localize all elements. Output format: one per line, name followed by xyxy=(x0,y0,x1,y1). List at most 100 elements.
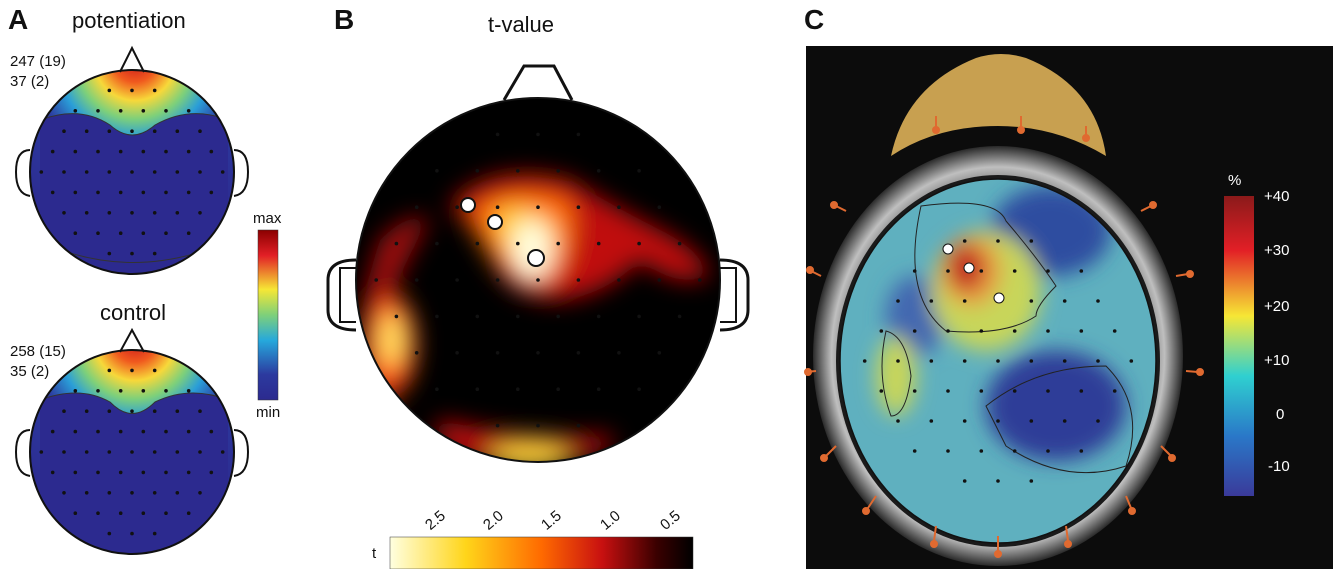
electrode-dot xyxy=(576,132,581,137)
electrode-dot xyxy=(130,129,134,133)
electrode-dot xyxy=(107,170,112,174)
electrode-dot xyxy=(175,211,180,215)
potentiation-stat-2: 37 (2) xyxy=(10,73,50,90)
electrode-dot xyxy=(879,389,884,393)
electrode-dot xyxy=(657,351,662,355)
hot-tick-label: 1.0 xyxy=(596,507,624,534)
electrode-dot xyxy=(536,351,540,355)
electrode-dot xyxy=(475,169,480,173)
electrode-dot xyxy=(62,129,66,133)
electrode-dot xyxy=(107,368,112,373)
electrode-dot xyxy=(198,129,202,133)
electrode-dot xyxy=(495,278,500,282)
electrode-dot xyxy=(107,251,112,256)
electrode-dot xyxy=(152,251,157,256)
electrode-dot xyxy=(862,359,867,363)
electrode-dot xyxy=(50,429,55,434)
electrode-dot xyxy=(198,211,202,215)
electrode-dot xyxy=(1096,419,1100,423)
percent-tick-label: +20 xyxy=(1264,298,1290,315)
electrode-dot xyxy=(996,419,1000,423)
colorbar-max-label: max xyxy=(253,210,282,227)
electrode-dot xyxy=(596,387,601,392)
electrode-dot xyxy=(130,491,134,495)
electrode-dot xyxy=(414,351,419,355)
electrode-dot xyxy=(1029,419,1034,423)
electrode-dot xyxy=(164,190,168,195)
electrode-dot xyxy=(73,470,78,475)
electrode-dot xyxy=(152,88,157,93)
electrode-dot xyxy=(1062,419,1067,423)
electrode-dot xyxy=(929,359,934,363)
electrode-dot xyxy=(596,241,601,246)
electrode-highlight xyxy=(527,249,545,267)
electrode-dot xyxy=(220,450,225,454)
electrode-dot xyxy=(209,470,214,475)
electrode-dot xyxy=(946,269,950,273)
electrode-dot xyxy=(152,491,157,495)
electrode-highlight xyxy=(993,292,1005,304)
electrode-dot xyxy=(1079,269,1084,273)
electrode-dot xyxy=(186,389,191,393)
electrode-dot xyxy=(50,149,55,154)
electrode-dot xyxy=(152,450,157,454)
electrode-dot xyxy=(996,359,1000,363)
potentiation-title: potentiation xyxy=(72,8,186,33)
electrode-dot xyxy=(130,88,134,93)
electrode-dot xyxy=(96,149,100,154)
panel-a-letter: A xyxy=(8,4,29,35)
topomap-control xyxy=(14,327,250,555)
electrode-dot xyxy=(962,419,967,423)
electrode-dot xyxy=(220,170,225,174)
electrode-dot xyxy=(118,470,123,475)
electrode-dot xyxy=(130,211,134,215)
electrode-dot xyxy=(435,314,439,319)
electrode-dot xyxy=(186,429,191,434)
electrode-dot xyxy=(84,450,89,454)
electrode-dot xyxy=(576,351,581,355)
electrode-dot xyxy=(164,470,168,475)
electrode-dot xyxy=(73,149,78,154)
electrode-dot xyxy=(495,423,500,428)
electrode-dot xyxy=(516,314,520,319)
hot-tick-label: 2.5 xyxy=(421,507,449,534)
electrode-dot xyxy=(186,470,191,475)
electrode-dot xyxy=(516,241,520,246)
electrode-dot xyxy=(536,205,540,209)
electrode-dot xyxy=(455,351,459,355)
electrode-dot xyxy=(374,278,378,282)
electrode-dot xyxy=(107,211,112,215)
electrode-dot xyxy=(107,491,112,495)
electrode-dot xyxy=(556,314,560,319)
electrode-dot xyxy=(536,132,540,137)
electrode-dot xyxy=(1046,449,1050,453)
control-title: control xyxy=(100,300,167,325)
electrode-dot xyxy=(50,470,55,475)
electrode-dot xyxy=(84,170,89,174)
electrode-dot xyxy=(107,129,112,133)
mri-overlay-image xyxy=(804,46,1333,569)
electrode-dot xyxy=(118,190,123,195)
electrode-dot xyxy=(96,389,100,393)
electrode-dot xyxy=(435,169,439,173)
electrode-dot xyxy=(1112,329,1117,333)
electrode-dot xyxy=(1029,299,1034,303)
electrode-dot xyxy=(107,88,112,93)
electrode-dot xyxy=(996,239,1000,243)
electrode-dot xyxy=(879,329,884,333)
electrode-dot xyxy=(1062,299,1067,303)
electrode-dot xyxy=(73,231,78,235)
electrode-dot xyxy=(996,479,1000,483)
electrode-dot xyxy=(175,129,180,133)
percent-tick-label: 0 xyxy=(1276,406,1285,423)
electrode-dot xyxy=(435,387,439,392)
electrode-dot xyxy=(1079,389,1084,393)
electrode-dot xyxy=(1096,359,1100,363)
electrode-dot xyxy=(84,409,89,413)
electrode-dot xyxy=(946,329,950,333)
electrode-dot xyxy=(84,491,89,495)
electrode-dot xyxy=(1046,329,1050,333)
electrode-dot xyxy=(556,241,560,246)
electrode-dot xyxy=(495,205,500,209)
electrode-dot xyxy=(414,205,419,209)
